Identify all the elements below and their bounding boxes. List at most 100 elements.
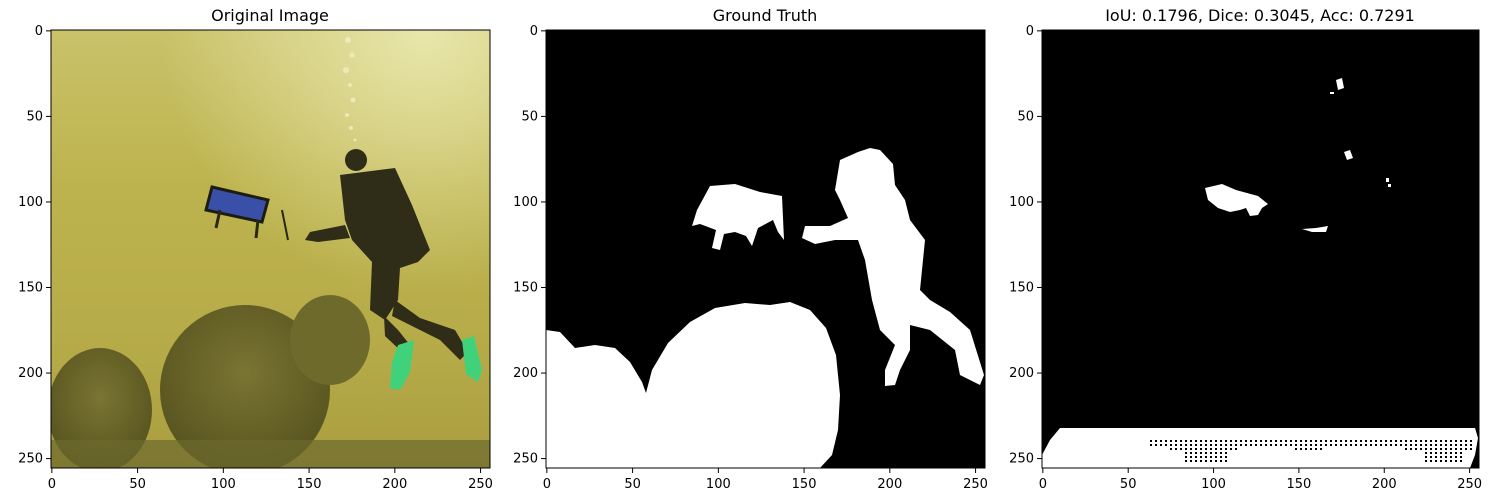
speckle-dot [1185, 452, 1187, 454]
speckle-dot [1300, 448, 1302, 450]
panel-title-metrics: IoU: 0.1796, Dice: 0.3045, Acc: 0.7291 [1105, 6, 1415, 25]
speckle-dot [1455, 444, 1457, 446]
speckle-dot [1200, 460, 1202, 462]
speckle-dot [1165, 444, 1167, 446]
speckle-dot [1175, 440, 1177, 442]
y-tick-label: 50 [521, 109, 538, 124]
speckle-dot [1220, 448, 1222, 450]
speckle-dot [1445, 448, 1447, 450]
speckle-dot [1235, 440, 1237, 442]
x-tick-label: 250 [468, 477, 493, 492]
speckle-dot [1160, 444, 1162, 446]
ticks-original: 0 50 100 150 200 250 0 50 100 150 200 250 [18, 24, 493, 492]
speckle-dot [1205, 448, 1207, 450]
speckle-dot [1295, 444, 1297, 446]
speckle-dot [1435, 452, 1437, 454]
speckle-dot [1255, 444, 1257, 446]
speckle-dot [1150, 444, 1152, 446]
speckle-dot [1460, 448, 1462, 450]
x-tick-label: 150 [297, 477, 322, 492]
speckle-dot [1285, 444, 1287, 446]
x-tick-label: 0 [543, 477, 551, 492]
speckle-dot [1380, 440, 1382, 442]
speckle-dot [1195, 444, 1197, 446]
speckle-dot [1435, 444, 1437, 446]
speckle-dot [1280, 440, 1282, 442]
speckle-dot [1205, 444, 1207, 446]
x-tick-label: 200 [1372, 477, 1397, 492]
x-tick-label: 150 [792, 477, 817, 492]
speckle-dot [1215, 440, 1217, 442]
speckle-dot [1155, 440, 1157, 442]
speckle-dot [1165, 440, 1167, 442]
speckle-dot [1215, 448, 1217, 450]
y-tick-label: 100 [513, 195, 538, 210]
speckle-dot [1405, 444, 1407, 446]
ground-truth-mask [546, 148, 984, 468]
speckle-dot [1470, 440, 1472, 442]
speckle-dot [1230, 448, 1232, 450]
speckle-dot [1375, 444, 1377, 446]
y-tick-label: 250 [513, 452, 538, 467]
speckle-dot [1460, 444, 1462, 446]
speckle-dot [1390, 444, 1392, 446]
speckle-dot [1195, 440, 1197, 442]
speckle-dot [1210, 444, 1212, 446]
speckle-dot [1460, 460, 1462, 462]
prediction-mask [1042, 78, 1478, 468]
speckle-dot [1440, 460, 1442, 462]
y-tick-label: 150 [1009, 280, 1034, 295]
speckle-dot [1275, 444, 1277, 446]
speckle-dot [1385, 444, 1387, 446]
speckle-dot [1380, 444, 1382, 446]
speckle-dot [1430, 460, 1432, 462]
speckle-dot [1190, 456, 1192, 458]
speckle-dot [1435, 456, 1437, 458]
speckle-dot [1330, 440, 1332, 442]
speckle-dot [1455, 440, 1457, 442]
speckle-dot [1185, 448, 1187, 450]
prediction-speckle [1150, 440, 1472, 462]
axes-frame-original [50, 29, 491, 469]
speckle-dot [1200, 452, 1202, 454]
speckle-dot [1410, 440, 1412, 442]
speckle-dot [1220, 452, 1222, 454]
speckle-dot [1470, 448, 1472, 450]
speckle-dot [1450, 452, 1452, 454]
x-tick-label: 200 [877, 477, 902, 492]
speckle-dot [1190, 460, 1192, 462]
speckle-dot [1175, 444, 1177, 446]
y-tick-label: 0 [1026, 24, 1034, 39]
panel-prediction: IoU: 0.1796, Dice: 0.3045, Acc: 0.7291 0… [1009, 6, 1482, 492]
speckle-dot [1430, 448, 1432, 450]
speckle-dot [1315, 444, 1317, 446]
y-tick-label: 50 [26, 109, 43, 124]
speckle-dot [1290, 444, 1292, 446]
speckle-dot [1395, 444, 1397, 446]
speckle-dot [1425, 440, 1427, 442]
speckle-dot [1320, 448, 1322, 450]
speckle-dot [1410, 448, 1412, 450]
speckle-dot [1350, 440, 1352, 442]
speckle-dot [1325, 444, 1327, 446]
speckle-dot [1220, 444, 1222, 446]
speckle-dot [1310, 444, 1312, 446]
speckle-dot [1330, 444, 1332, 446]
ticks-prediction: 0 50 100 150 200 250 0 50 100 150 200 250 [1009, 24, 1482, 492]
speckle-dot [1230, 444, 1232, 446]
speckle-dot [1200, 448, 1202, 450]
speckle-dot [1395, 440, 1397, 442]
speckle-dot [1425, 456, 1427, 458]
speckle-dot [1355, 444, 1357, 446]
panel-title-original: Original Image [211, 6, 329, 25]
x-tick-label: 150 [1286, 477, 1311, 492]
speckle-dot [1315, 448, 1317, 450]
speckle-dot [1460, 452, 1462, 454]
speckle-dot [1160, 440, 1162, 442]
speckle-dot [1220, 460, 1222, 462]
speckle-dot [1455, 452, 1457, 454]
speckle-dot [1235, 448, 1237, 450]
speckle-dot [1455, 456, 1457, 458]
x-tick-label: 100 [1201, 477, 1226, 492]
